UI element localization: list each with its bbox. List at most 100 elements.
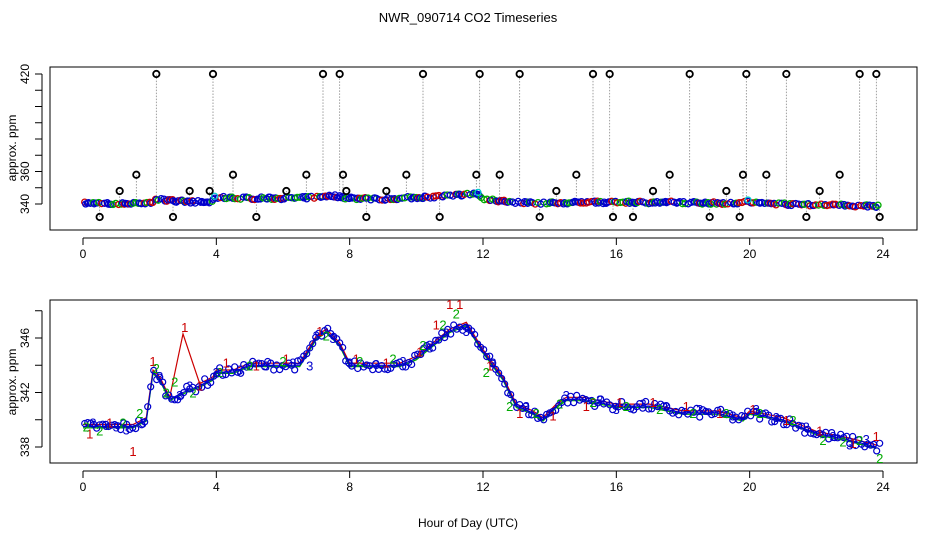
series-1-label: 1	[516, 406, 523, 421]
profile-point	[522, 402, 530, 410]
spike-point	[208, 69, 218, 79]
series-1-label: 1	[223, 356, 230, 371]
series-2-label: 2	[589, 395, 596, 410]
profile-point	[129, 424, 137, 432]
profile-point	[876, 439, 884, 447]
series-3-label: 3	[306, 358, 313, 373]
profile-point	[645, 405, 653, 413]
series-1-label: 1	[433, 317, 440, 332]
profile-point	[501, 380, 509, 388]
spike-point	[515, 69, 524, 79]
series-2-label: 2	[483, 365, 490, 380]
baseline-point	[280, 195, 288, 203]
profile-point	[774, 414, 782, 422]
profile-point	[219, 371, 227, 379]
spike-point	[418, 69, 428, 79]
profile-point	[144, 403, 152, 411]
profile-point	[483, 353, 491, 361]
spike-point	[685, 69, 694, 79]
profile-point	[243, 363, 251, 371]
series-2-label: 2	[819, 433, 826, 448]
baseline-point	[269, 194, 277, 202]
profile-point	[642, 397, 650, 406]
series-1-label: 1	[316, 324, 323, 339]
series-2-label: 2	[439, 317, 446, 332]
spike-point	[722, 186, 731, 196]
series-2-label: 2	[533, 406, 540, 421]
series-1-label: 1	[583, 399, 590, 414]
bottom-y-tick-label: 342	[18, 382, 32, 402]
top-axes: 0 4 8 12 16 20 24 340 360 420	[18, 64, 890, 261]
series-1-label: 1	[353, 351, 360, 366]
profile-point	[798, 422, 806, 430]
profile-point	[201, 375, 209, 383]
profile-point	[198, 383, 206, 391]
spike-point	[342, 186, 351, 196]
series-3-label: 3	[346, 356, 353, 371]
baseline-point	[874, 201, 882, 209]
series-3-label: 3	[123, 422, 130, 437]
profile-point	[255, 359, 263, 367]
series-2-label: 2	[189, 386, 196, 401]
top-x-tick-label: 16	[610, 247, 624, 261]
series-1-label: 1	[383, 356, 390, 371]
spike-point	[588, 69, 598, 79]
series-1-label: 1	[716, 406, 723, 421]
profile-point	[750, 407, 758, 415]
series-2-label: 2	[839, 435, 846, 450]
profile-point	[570, 399, 578, 407]
bottom-y-axis-label: approx. ppm	[5, 349, 19, 416]
profile-point	[123, 420, 131, 428]
profile-point	[324, 324, 332, 332]
top-y-axis-label: approx. ppm	[5, 115, 19, 182]
series-2-label: 2	[216, 365, 223, 380]
series-3-label: 3	[753, 402, 760, 417]
spike-point	[335, 69, 344, 79]
series-1-label: 1	[849, 436, 856, 451]
profile-point	[231, 363, 239, 371]
series-3-label: 3	[696, 402, 703, 417]
profile-point	[237, 369, 245, 377]
profile-point	[480, 346, 488, 354]
profile-point	[117, 426, 125, 434]
profile-point	[498, 374, 506, 383]
spike-point	[132, 170, 141, 179]
x-axis-label: Hour of Day (UTC)	[418, 516, 518, 530]
spike-point	[738, 170, 748, 179]
profile-point	[234, 368, 242, 376]
baseline-point	[592, 199, 600, 207]
profile-point	[486, 352, 494, 360]
spike-point	[815, 186, 824, 196]
series-1-label: 1	[873, 429, 880, 444]
series-3-label: 3	[213, 365, 220, 380]
profile-point	[351, 357, 359, 365]
profile-point	[363, 361, 371, 369]
profile-point	[831, 434, 839, 442]
bottom-plot-frame	[49, 299, 918, 464]
series-3-label: 3	[263, 358, 270, 373]
top-y-tick-label: 340	[18, 194, 32, 214]
profile-point	[756, 415, 764, 423]
profile-point	[714, 406, 722, 414]
profile-point	[303, 350, 311, 358]
series-3-label: 3	[489, 356, 496, 371]
baseline-point	[770, 199, 778, 208]
series-2-label: 2	[163, 386, 170, 401]
spike-point	[152, 69, 161, 79]
series-2-label: 2	[756, 406, 763, 421]
series-2-label: 2	[136, 406, 143, 421]
series-1-label: 1	[283, 351, 290, 366]
profile-point	[777, 414, 785, 422]
series-1-label: 1	[616, 395, 623, 410]
spike-point	[648, 186, 658, 196]
series-1-label: 1	[683, 399, 690, 414]
profile-point	[510, 398, 518, 406]
series-3-label: 3	[663, 399, 670, 414]
spike-point	[475, 69, 484, 79]
baseline-point	[719, 199, 727, 207]
profile-point	[738, 412, 746, 420]
profile-point	[159, 378, 167, 386]
series-2-label: 2	[789, 413, 796, 428]
profile-point	[432, 336, 440, 344]
profile-point	[447, 330, 455, 338]
